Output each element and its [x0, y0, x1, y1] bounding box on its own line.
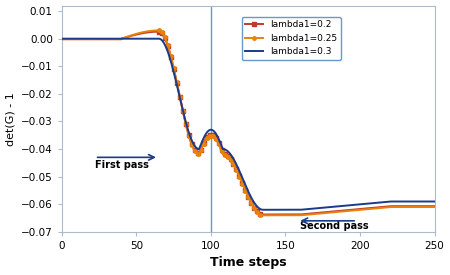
lambda1=0.2 — [357, 207, 363, 211]
lambda1=0.2 — [224, 153, 229, 156]
lambda1=0.25 — [357, 208, 363, 211]
Text: First pass: First pass — [94, 160, 148, 170]
lambda1=0.2 — [59, 37, 65, 41]
lambda1=0.25 — [316, 212, 321, 215]
Y-axis label: det(G) - 1: det(G) - 1 — [5, 92, 16, 145]
lambda1=0.25 — [210, 134, 216, 138]
lambda1=0.2 — [261, 213, 266, 216]
lambda1=0.2 — [210, 133, 216, 137]
lambda1=0.3 — [97, 37, 103, 40]
Line: lambda1=0.2: lambda1=0.2 — [60, 30, 436, 216]
lambda1=0.3 — [261, 208, 266, 211]
Legend: lambda1=0.2, lambda1=0.25, lambda1=0.3: lambda1=0.2, lambda1=0.25, lambda1=0.3 — [242, 17, 341, 60]
Line: lambda1=0.3: lambda1=0.3 — [62, 39, 435, 210]
lambda1=0.3 — [315, 207, 321, 210]
lambda1=0.3 — [59, 37, 65, 40]
lambda1=0.25 — [351, 209, 356, 212]
lambda1=0.25 — [224, 154, 229, 157]
lambda1=0.2 — [316, 211, 321, 215]
Text: Second pass: Second pass — [301, 221, 369, 231]
lambda1=0.25 — [432, 205, 437, 209]
lambda1=0.2 — [432, 205, 437, 208]
lambda1=0.25 — [59, 38, 65, 41]
lambda1=0.3 — [432, 200, 437, 203]
lambda1=0.2 — [351, 208, 356, 211]
lambda1=0.2 — [156, 30, 161, 33]
lambda1=0.3 — [357, 203, 362, 206]
lambda1=0.3 — [223, 148, 229, 152]
lambda1=0.2 — [97, 37, 103, 41]
lambda1=0.25 — [261, 214, 266, 217]
X-axis label: Time steps: Time steps — [210, 257, 287, 269]
lambda1=0.25 — [97, 38, 103, 41]
Line: lambda1=0.25: lambda1=0.25 — [60, 29, 436, 217]
lambda1=0.3 — [210, 128, 215, 132]
lambda1=0.3 — [350, 203, 356, 207]
lambda1=0.25 — [156, 29, 161, 32]
